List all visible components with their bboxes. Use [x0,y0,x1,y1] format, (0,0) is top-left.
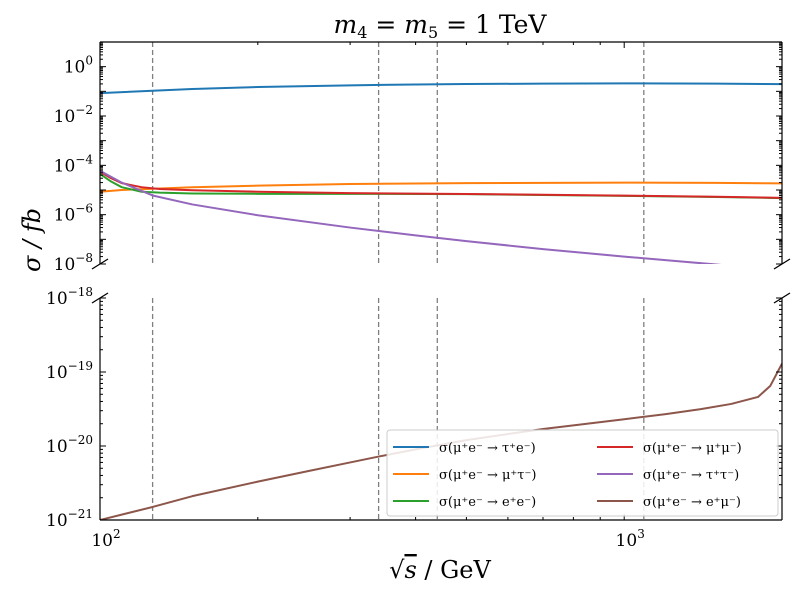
lower-y-tick-label: 10−21 [46,507,93,531]
x-axis-label: √s / GeV [389,556,491,584]
upper-vertical-lines [151,42,645,264]
upper-y-tick-label: 10−2 [54,103,93,127]
axis-break-mark [773,258,791,270]
axis-break-mark [91,258,109,270]
legend-box [386,429,779,517]
axis-break-mark [91,292,109,304]
legend-label: σ(μ⁺e⁻ → μ⁺τ⁻) [439,468,536,483]
upper-series-group [100,82,782,264]
upper-y-tick-label: 100 [64,54,93,78]
series-line [100,169,722,264]
legend: σ(μ⁺e⁻ → τ⁺e⁻) σ(μ⁺e⁻ → μ⁺τ⁻) σ(μ⁺e⁻ → e⁺e… [386,429,779,517]
upper-axes: 100 10−2 10−4 10−6 10−8 [54,41,783,275]
upper-y-tick-label: 10−6 [54,202,93,226]
upper-y-tick-label: 10−8 [54,251,93,275]
series-line [100,181,782,193]
legend-label: σ(μ⁺e⁻ → e⁺e⁻) [439,495,536,510]
legend-label: σ(μ⁺e⁻ → τ⁺e⁻) [439,441,536,456]
axis-break-mark [773,292,791,304]
lower-y-tick-label: 10−20 [46,433,93,457]
series-line [100,82,782,95]
lower-y-tick-label: 10−18 [46,285,93,309]
lower-y-tick-label: 10−19 [46,359,93,383]
x-tick-label: 102 [91,527,120,551]
legend-label: σ(μ⁺e⁻ → μ⁺μ⁻) [643,441,742,456]
chart-title: m4 = m5 = 1 TeV [334,10,548,42]
legend-label: σ(μ⁺e⁻ → e⁺μ⁻) [643,495,741,510]
upper-panel: 100 10−2 10−4 10−6 10−8 [54,41,783,275]
legend-label: σ(μ⁺e⁻ → τ⁺τ⁻) [643,468,739,483]
upper-y-tick-label: 10−4 [54,152,94,176]
x-tick-label: 103 [616,527,645,551]
y-axis-label: σ / fb [18,208,46,272]
